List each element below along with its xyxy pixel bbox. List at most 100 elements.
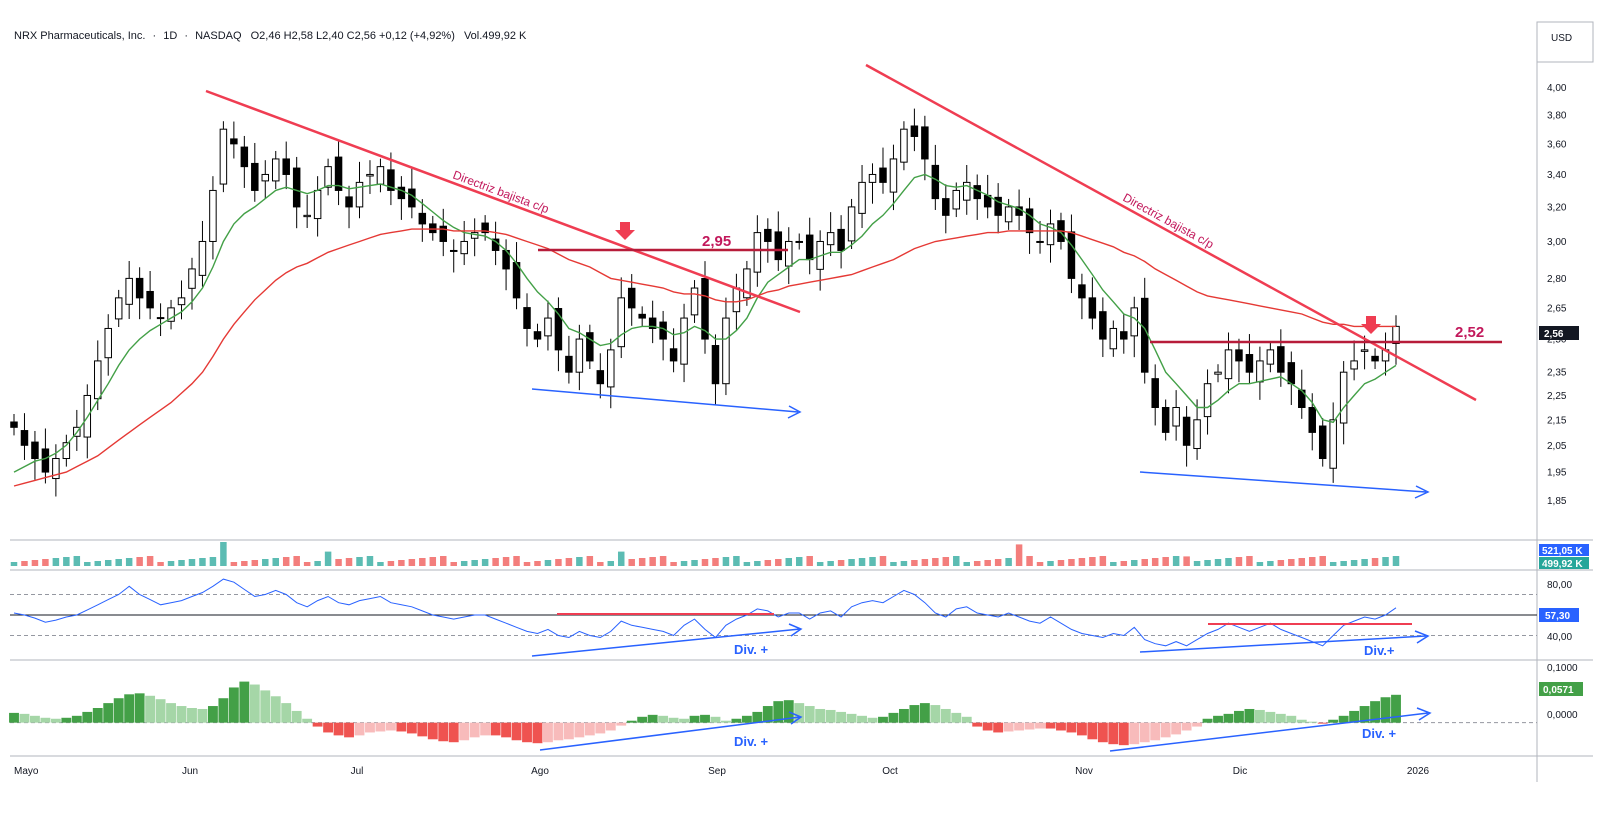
macd-histogram-bar bbox=[92, 708, 103, 723]
support-arrow-2[interactable] bbox=[1139, 471, 1427, 493]
macd-histogram-bar bbox=[1338, 715, 1349, 723]
candle-body bbox=[879, 167, 887, 183]
candle bbox=[575, 324, 584, 391]
downtrend-line-2[interactable] bbox=[865, 63, 1477, 402]
volume-bar bbox=[764, 560, 772, 566]
rsi-divergence-arrow-2[interactable] bbox=[1139, 635, 1427, 653]
volume-bar bbox=[460, 561, 468, 566]
candle-body bbox=[1036, 240, 1044, 243]
candle-body bbox=[146, 290, 154, 309]
candle bbox=[774, 211, 783, 271]
macd-histogram-bar bbox=[584, 722, 595, 736]
macd-histogram-bar bbox=[323, 722, 334, 733]
candle-body bbox=[1120, 331, 1128, 340]
candle-body bbox=[1339, 371, 1348, 424]
candle-body bbox=[942, 198, 950, 216]
macd-divergence-arrow-1-head bbox=[788, 711, 803, 725]
macd-histogram-bar bbox=[260, 690, 271, 723]
macd-histogram-bar bbox=[543, 722, 553, 743]
candle-body bbox=[439, 225, 448, 242]
macd-histogram-bar bbox=[1359, 706, 1370, 723]
chart-header: NRX Pharmaceuticals, Inc. · 1D · NASDAQ … bbox=[14, 30, 527, 42]
macd-histogram-bar bbox=[1097, 722, 1108, 743]
candle-body bbox=[1287, 362, 1296, 385]
candle bbox=[617, 277, 625, 359]
candle bbox=[271, 150, 280, 190]
price-axis[interactable]: 4,00 3,80 3,60 3,40 3,20 3,00 2,80 2,65 2,50 2,35… bbox=[1547, 83, 1567, 507]
candle bbox=[1151, 364, 1159, 426]
macd-histogram-bar bbox=[909, 705, 920, 723]
candle-body bbox=[962, 181, 971, 201]
price-tick-9: 2,35 bbox=[1547, 368, 1567, 379]
downtrend-line-1[interactable] bbox=[205, 89, 801, 314]
candle bbox=[889, 144, 898, 211]
candle bbox=[1193, 399, 1201, 460]
time-tick-0: Mayo bbox=[14, 766, 39, 777]
candle-body bbox=[10, 421, 18, 428]
macd-histogram-bar bbox=[1286, 715, 1297, 723]
macd-histogram-bar bbox=[344, 722, 354, 738]
candle bbox=[125, 261, 133, 319]
macd-histogram-bar bbox=[406, 722, 417, 734]
volume-bar bbox=[335, 559, 342, 566]
candle bbox=[1140, 277, 1149, 384]
candle bbox=[31, 430, 39, 480]
candle-body bbox=[554, 308, 563, 351]
candle bbox=[1025, 197, 1034, 254]
macd-histogram-bar bbox=[563, 722, 574, 740]
support-arrow-1-head bbox=[787, 405, 802, 419]
volume-bar bbox=[1382, 557, 1389, 566]
macd-histogram-bar bbox=[930, 705, 941, 723]
macd-histogram-bar bbox=[82, 711, 93, 723]
volume-bar bbox=[921, 559, 929, 566]
candle-body bbox=[198, 240, 207, 276]
candle-body bbox=[303, 214, 311, 218]
price-tick-4: 3,20 bbox=[1547, 202, 1567, 213]
candle bbox=[114, 289, 123, 328]
candle bbox=[722, 297, 730, 396]
macd-histogram-bar bbox=[145, 695, 156, 723]
candle bbox=[690, 280, 699, 323]
time-axis[interactable]: Mayo Jun Jul Ago Sep Oct Nov Dic 2026 bbox=[14, 766, 1430, 777]
price-tick-1: 3,80 bbox=[1547, 110, 1567, 121]
candle-body bbox=[732, 287, 741, 313]
macd-histogram-bar bbox=[312, 722, 323, 727]
symbol-name: NRX Pharmaceuticals, Inc. bbox=[14, 30, 145, 42]
macd-div-label-1: Div. + bbox=[734, 734, 768, 749]
volume-bar bbox=[1329, 562, 1337, 566]
volume-bar bbox=[638, 558, 646, 566]
resistance-label-2: 2,52 bbox=[1455, 324, 1484, 341]
candle-body bbox=[52, 458, 60, 480]
macd-histogram-bar bbox=[30, 715, 40, 723]
volume-bar bbox=[932, 558, 939, 566]
candle-body bbox=[1214, 371, 1222, 375]
currency-box bbox=[1536, 21, 1594, 63]
candle-body bbox=[188, 268, 196, 289]
rsi-line[interactable] bbox=[13, 578, 1397, 647]
volume-bar bbox=[387, 561, 395, 566]
candle bbox=[355, 161, 364, 219]
candle-body bbox=[1067, 231, 1076, 279]
candle-body bbox=[219, 128, 228, 185]
macd-divergence-arrow-1[interactable] bbox=[539, 716, 801, 751]
candle-body bbox=[1025, 208, 1034, 234]
volume-bar bbox=[816, 562, 824, 566]
support-arrow-1[interactable] bbox=[531, 388, 799, 413]
rsi-div-label-1: Div. + bbox=[734, 642, 768, 657]
candle-body bbox=[1277, 346, 1285, 373]
moving-average-long[interactable] bbox=[13, 228, 1396, 487]
macd-histogram-bar bbox=[1234, 710, 1244, 723]
candle-body bbox=[1308, 406, 1316, 433]
candle bbox=[167, 299, 175, 330]
candle bbox=[230, 121, 238, 159]
candle-body bbox=[240, 146, 249, 168]
rsi-divergence-arrow-1[interactable] bbox=[531, 628, 801, 657]
candle bbox=[1046, 209, 1055, 263]
candle-body bbox=[1360, 349, 1369, 352]
candle bbox=[1339, 361, 1348, 445]
macd-histogram-bar bbox=[124, 694, 135, 723]
candle-body bbox=[334, 156, 343, 191]
moving-average-short[interactable] bbox=[13, 173, 1397, 473]
macd-divergence-arrow-2[interactable] bbox=[1109, 712, 1429, 752]
